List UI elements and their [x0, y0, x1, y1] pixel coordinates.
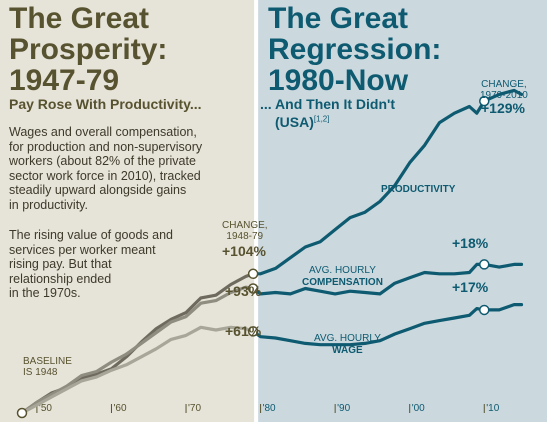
x-tick-label: '60	[113, 403, 126, 414]
label-line: AVG. HOURLY	[314, 333, 381, 344]
left-paragraph-1: Wages and overall compensation, for prod…	[9, 125, 202, 212]
label-line: COMPENSATION	[302, 277, 383, 288]
productivity-series-label: PRODUCTIVITY	[381, 184, 456, 195]
right-title-line-2: Regression:	[268, 33, 442, 66]
productivity-change-1948-79: +104%	[222, 243, 266, 259]
productivity-line-1979-marker	[247, 268, 259, 280]
right-subtitle-line-1: ... And Then It Didn't	[260, 96, 396, 112]
x-tick-label: '70	[188, 403, 201, 414]
paragraph-line: rising pay. But that	[9, 257, 112, 271]
baseline-label: BASELINE IS 1948	[23, 356, 72, 378]
label-line: WAGE	[332, 345, 363, 356]
wage-line-1979-marker	[247, 326, 259, 337]
productivity-line-2010-marker	[479, 95, 490, 107]
x-tick-label: '90	[337, 403, 350, 414]
label-line: CHANGE,	[481, 79, 527, 90]
x-tick-label: '10	[486, 403, 499, 414]
left-paragraph-2: The rising value of goods and services p…	[9, 228, 173, 301]
wage-change-1979-2010: +17%	[452, 279, 489, 295]
left-title-line-3: 1947-79	[9, 64, 120, 97]
x-axis: '50 '60 '70 '80 '90 '00 '10	[36, 0, 500, 422]
x-tick-label: '00	[412, 403, 425, 414]
label-line: IS 1948	[23, 367, 58, 378]
paragraph-line: steadily upward alongside gains	[9, 183, 187, 197]
compensation-line-1979-marker	[247, 283, 259, 294]
left-title-line-2: Prosperity:	[9, 33, 168, 66]
paragraph-line: relationship ended	[9, 271, 112, 286]
right-title-line-1: The Great	[268, 2, 409, 35]
compensation-change-1979-2010: +18%	[452, 235, 489, 251]
left-title-line-1: The Great	[9, 2, 150, 35]
label-line: 1979-2010	[480, 90, 528, 101]
change-1979-2010-label: CHANGE, 1979-2010	[480, 79, 528, 101]
wage-change-1948-79: +61%	[225, 323, 262, 339]
wage-series-label: AVG. HOURLY WAGE	[314, 333, 381, 357]
series-markers	[16, 95, 490, 419]
left-subtitle: Pay Rose With Productivity...	[9, 96, 202, 112]
label-line: CHANGE,	[222, 220, 268, 231]
paragraph-line: services per worker meant	[9, 242, 156, 257]
compensation-series-label: AVG. HOURLY COMPENSATION	[302, 265, 383, 289]
x-tick-label: '80	[263, 403, 276, 414]
paragraph-line: sector work force in 2010), tracked	[9, 168, 201, 183]
label-line: BASELINE	[23, 356, 72, 367]
baseline-marker	[16, 407, 28, 419]
paragraph-line: Wages and overall compensation,	[9, 125, 197, 139]
compensation-line-2010-marker	[479, 259, 490, 270]
change-1948-79-label: CHANGE, 1948-79	[222, 220, 268, 242]
footnote-ref: [1,2]	[313, 114, 330, 124]
right-subtitle-country: (USA)	[275, 114, 314, 130]
productivity-change-1979-2010: +129%	[481, 100, 525, 116]
label-line: 1948-79	[226, 231, 264, 242]
x-tick-label: '50	[39, 403, 52, 414]
paragraph-line: workers (about 82% of the private	[9, 154, 196, 168]
compensation-line-1948-79	[20, 285, 255, 415]
compensation-change-1948-79: +93%	[225, 283, 262, 299]
wage-line-2010-marker	[479, 304, 490, 316]
paragraph-line: for production and non-supervisory	[9, 139, 203, 154]
label-line: AVG. HOURLY	[309, 265, 376, 276]
right-panel-background	[256, 0, 547, 422]
paragraph-line: The rising value of goods and	[9, 228, 173, 242]
paragraph-line: in productivity.	[9, 197, 88, 212]
paragraph-line: in the 1970s.	[9, 286, 81, 300]
right-title-line-3: 1980-Now	[268, 64, 409, 97]
wage-line-1948-79	[20, 325, 255, 415]
right-subtitle-line-2: (USA)[1,2]	[275, 114, 329, 130]
